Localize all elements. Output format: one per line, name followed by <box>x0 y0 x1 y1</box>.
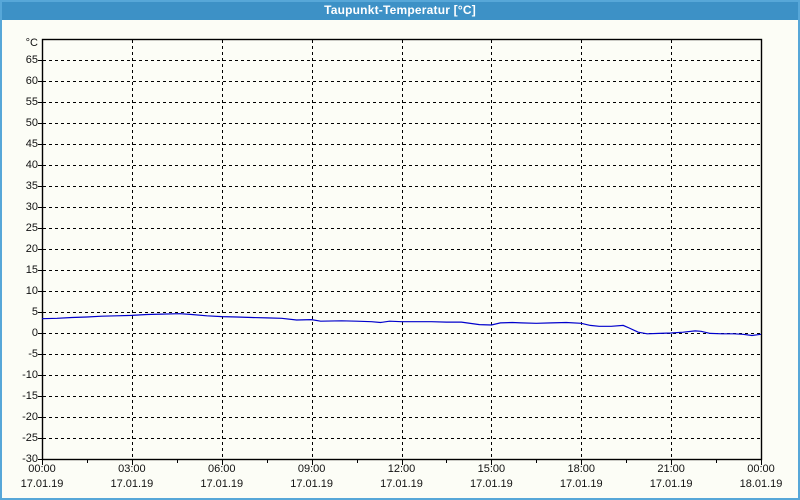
y-tick-label: -25 <box>22 432 38 444</box>
x-tick-date-label: 17.01.19 <box>110 478 154 490</box>
x-tick-date-label: 17.01.19 <box>290 478 334 490</box>
y-tick-label: 45 <box>25 138 38 150</box>
y-tick-label: 35 <box>25 180 38 192</box>
y-axis-unit-label: °C <box>25 37 38 49</box>
x-tick-time-label: 18:00 <box>567 463 596 475</box>
y-tick-label: 0 <box>31 327 38 339</box>
x-tick-time-label: 00:00 <box>28 463 56 475</box>
x-tick-date-label: 17.01.19 <box>469 478 513 490</box>
x-tick-time-label: 00:00 <box>747 463 775 475</box>
x-tick-date-label: 17.01.19 <box>559 478 603 490</box>
y-tick-label: 55 <box>25 96 38 108</box>
y-tick-label: 25 <box>25 222 38 234</box>
y-tick-label: 20 <box>25 243 38 255</box>
y-tick-label: 5 <box>31 306 38 318</box>
series-line-taupunkt-temperatur <box>41 313 762 337</box>
window-titlebar[interactable]: Taupunkt-Temperatur [°C] <box>0 0 800 20</box>
x-tick-date-label: 17.01.19 <box>200 478 244 490</box>
x-tick-time-label: 15:00 <box>477 463 506 475</box>
y-tick-label: -10 <box>22 369 38 381</box>
y-tick-label: 60 <box>25 75 38 87</box>
window-title: Taupunkt-Temperatur [°C] <box>324 3 476 17</box>
y-tick-label: 15 <box>25 264 38 276</box>
y-tick-label: 65 <box>25 54 38 66</box>
y-tick-label: -5 <box>28 348 38 360</box>
y-tick-label: 10 <box>25 285 38 297</box>
y-tick-label: -20 <box>22 411 38 423</box>
x-tick-time-label: 09:00 <box>297 463 326 475</box>
x-tick-time-label: 12:00 <box>387 463 416 475</box>
x-tick-date-label: 17.01.19 <box>20 478 64 490</box>
y-tick-label: 30 <box>25 201 38 213</box>
y-tick-label: 50 <box>25 117 38 129</box>
x-tick-time-label: 21:00 <box>657 463 685 475</box>
x-tick-date-label: 17.01.19 <box>649 478 693 490</box>
x-tick-time-label: 03:00 <box>118 463 146 475</box>
y-tick-label: 40 <box>25 159 38 171</box>
plot-area[interactable] <box>38 38 763 465</box>
x-tick-date-label: 18.01.19 <box>739 478 783 490</box>
x-tick-date-label: 17.01.19 <box>380 478 423 490</box>
x-tick-time-label: 06:00 <box>207 463 236 475</box>
y-tick-label: -30 <box>22 453 38 465</box>
y-tick-label: -15 <box>22 390 38 402</box>
plot-border <box>41 38 763 461</box>
